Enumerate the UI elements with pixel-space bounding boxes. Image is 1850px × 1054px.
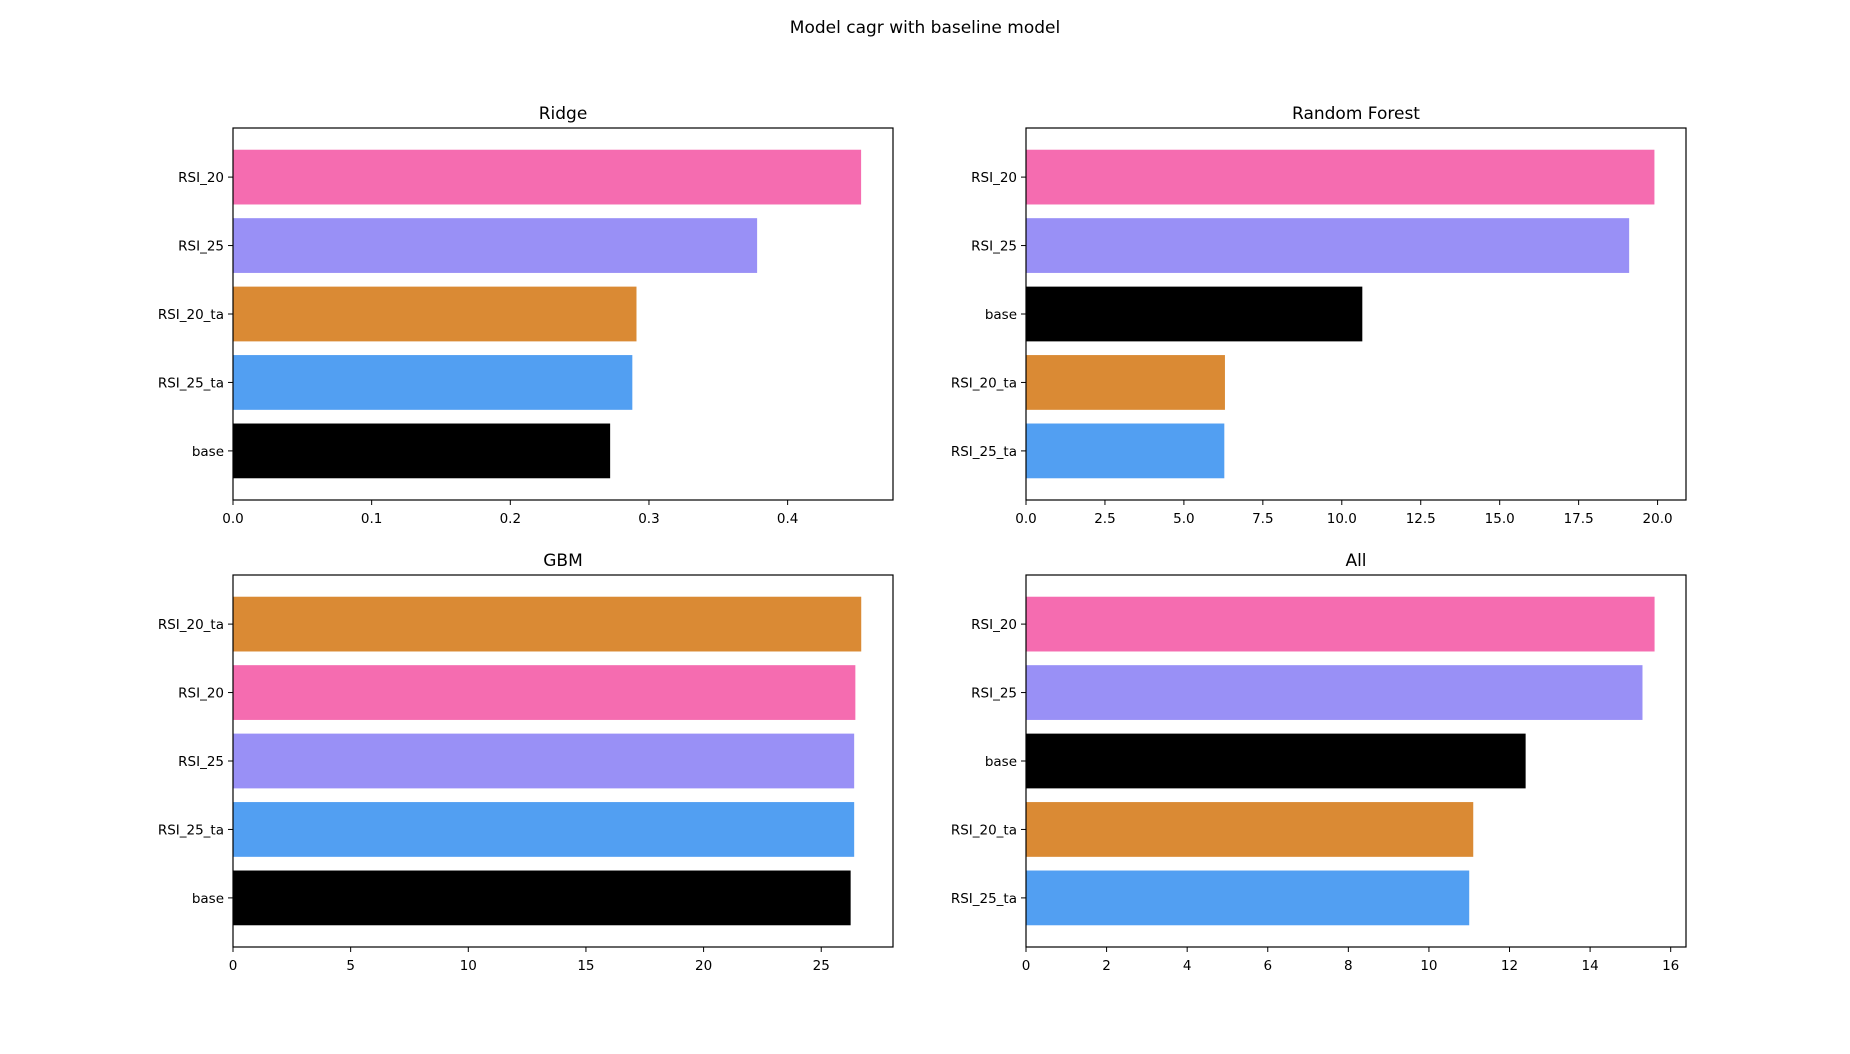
ytick-label: RSI_25 [971,686,1017,702]
ytick-label: RSI_20 [971,617,1017,633]
xtick-label: 10 [1420,958,1437,974]
subplot-title: Random Forest [1292,104,1420,124]
ytick-label: RSI_25_ta [158,375,224,391]
ytick-label: base [985,307,1017,323]
axes-frame [1025,574,1687,948]
bar-RSI_25_ta [1026,870,1470,926]
xtick-label: 25 [813,958,830,974]
xtick-label: 2 [1102,958,1111,974]
xtick-label: 0.4 [777,511,798,527]
bar-RSI_20_ta [1026,802,1474,857]
ytick-label: RSI_20_ta [951,822,1017,838]
axes-frame [232,574,894,948]
ytick-label: RSI_25 [971,239,1017,255]
xtick-label: 8 [1344,958,1353,974]
bar-RSI_25_ta [1026,423,1225,479]
bar-RSI_25 [1026,665,1643,720]
bar-RSI_25 [233,218,758,273]
ytick-label: base [192,891,224,907]
ytick-label: RSI_20_ta [158,307,224,323]
ytick-label: RSI_20 [971,170,1017,186]
xtick-label: 12 [1501,958,1518,974]
xtick-label: 4 [1183,958,1192,974]
subplot-title: GBM [543,551,583,571]
xtick-label: 0.2 [500,511,521,527]
bar-base [233,423,611,479]
xtick-label: 20.0 [1643,511,1673,527]
xtick-label: 0.3 [638,511,659,527]
ytick-label: RSI_20_ta [158,617,224,633]
xtick-label: 5 [346,958,355,974]
bar-base [1026,733,1526,789]
xtick-label: 10 [460,958,477,974]
bar-RSI_20 [233,149,862,205]
bar-RSI_20_ta [233,596,862,652]
xtick-label: 15.0 [1485,511,1515,527]
xtick-label: 14 [1582,958,1599,974]
xtick-label: 10.0 [1327,511,1357,527]
xtick-label: 17.5 [1564,511,1594,527]
bar-base [1026,286,1363,342]
bar-RSI_20 [233,665,856,720]
bar-RSI_25 [1026,218,1630,273]
bar-RSI_25 [233,733,855,789]
xtick-label: 0.0 [222,511,243,527]
xtick-label: 15 [577,958,594,974]
axes-frame [1025,127,1687,501]
ytick-label: RSI_25 [178,239,224,255]
bar-RSI_20_ta [233,286,637,342]
subplot-title: All [1345,551,1366,571]
bar-RSI_25_ta [233,802,855,857]
xtick-label: 20 [695,958,712,974]
axes-frame [232,127,894,501]
bar-RSI_20_ta [1026,355,1225,410]
xtick-label: 2.5 [1094,511,1115,527]
bar-base [233,870,851,926]
xtick-label: 12.5 [1406,511,1436,527]
bar-RSI_20 [1026,596,1655,652]
xtick-label: 0 [229,958,238,974]
ytick-label: RSI_20 [178,170,224,186]
ytick-label: RSI_25 [178,754,224,770]
ytick-label: RSI_25_ta [158,822,224,838]
ytick-label: base [192,444,224,460]
figure-title: Model cagr with baseline model [789,18,1061,38]
xtick-label: 7.5 [1252,511,1273,527]
ytick-label: base [985,754,1017,770]
subplot-title: Ridge [539,104,588,124]
ytick-label: RSI_25_ta [951,891,1017,907]
bar-RSI_20 [1026,149,1655,205]
ytick-label: RSI_20 [178,686,224,702]
ytick-label: RSI_20_ta [951,375,1017,391]
xtick-label: 0.0 [1015,511,1036,527]
xtick-label: 0 [1022,958,1031,974]
bar-RSI_25_ta [233,355,633,410]
xtick-label: 16 [1662,958,1679,974]
ytick-label: RSI_25_ta [951,444,1017,460]
xtick-label: 6 [1263,958,1272,974]
xtick-label: 5.0 [1173,511,1194,527]
xtick-label: 0.1 [361,511,382,527]
